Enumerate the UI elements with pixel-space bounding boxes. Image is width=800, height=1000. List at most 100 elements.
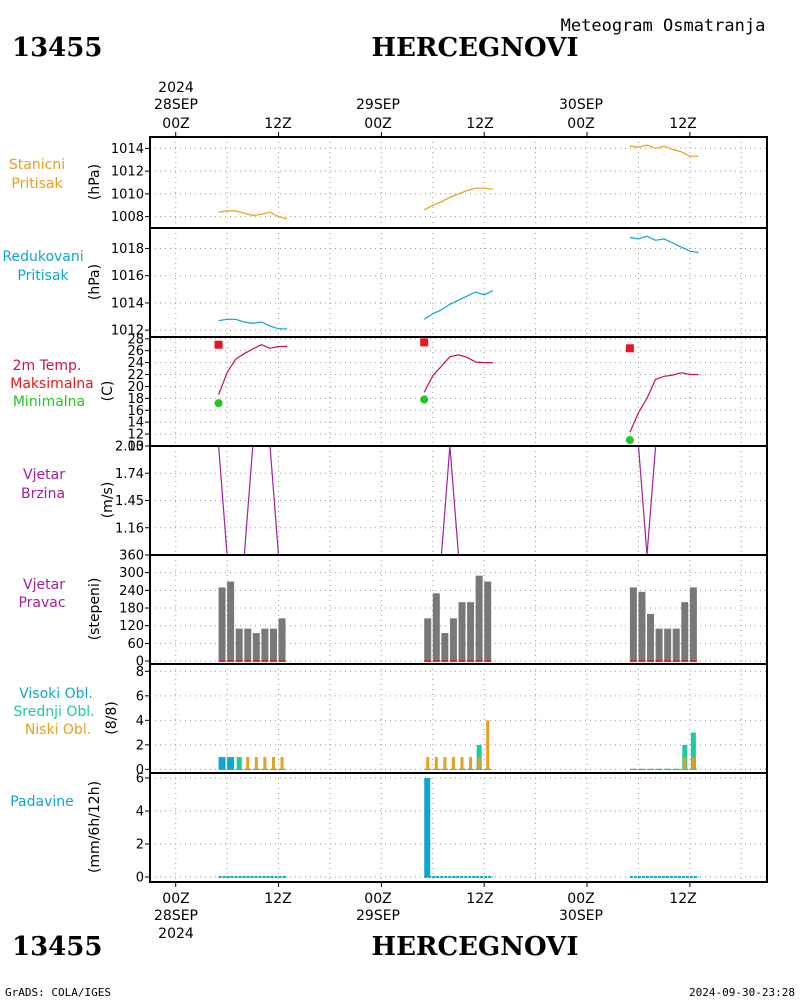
cloud-cover-frame [149,663,768,774]
cloud-low-bar [280,757,284,770]
bottom-day-label-2: 30SEP [559,908,603,924]
tmax-marker [625,344,634,353]
cloud-cover-ytick-label: 4 [136,714,144,729]
wind-dir-bar [269,628,277,662]
ylabel-temperature: (C) [100,381,116,402]
wind-direction-ytick-label: 180 [119,602,144,617]
ylabel-reduced-pressure: (hPa) [87,264,103,300]
station-id: 13455 [12,33,102,63]
wind-dir-bar [655,628,663,662]
precipitation-ytick-label: 4 [136,804,144,819]
bottom-day-label-0: 28SEP [154,908,198,924]
precipitation-frame [149,772,768,883]
top-hour-label-0: 00Z [162,116,189,132]
label-wind-dir-2: Pravac [18,595,65,611]
cloud-low-bar [486,720,490,770]
ylabel-wind-dir: (stepeni) [87,578,103,641]
label-wind-dir-1: Vjetar [23,577,65,593]
temperature-ytick-label: 28 [127,332,144,347]
reduced-pressure-series-line [218,318,288,330]
grid-layer [150,137,767,882]
cloud-high-bar [218,757,226,770]
wind-dir-bar [467,602,475,662]
reduced-pressure-ytick-label: 1012 [111,324,144,339]
cloud-low-bar [263,757,267,770]
cloud-low-bar [254,757,258,770]
cloud-cover-ytick-label: 8 [136,665,144,680]
wind-dir-bar [278,618,286,662]
cloud-low-bar [683,757,687,770]
label-cloud-high: Visoki Obl. [19,686,93,702]
tmax-marker [420,338,429,347]
wind-dir-bar [441,633,449,662]
footer-timestamp: 2024-09-30-23:28 [689,986,795,999]
frame-layer: 1008101010121014101210141016101810121416… [111,132,768,887]
wind-speed-series-line [424,445,493,556]
station-pressure-series-line [629,144,699,157]
wind-direction-ytick-label: 0 [136,655,144,670]
top-hour-label-5: 12Z [669,116,696,132]
wind-dir-bar [449,618,457,662]
temperature-series-line [218,344,288,396]
precip-bar [424,777,431,878]
wind-speed-ytick-label: 2.03 [115,440,144,455]
bottom-hour-label-3: 12Z [466,891,493,907]
wind-dir-bar [664,628,672,662]
cloud-low-bar [271,757,275,770]
bottom-year-label: 2024 [158,926,194,942]
bottom-hour-label-1: 12Z [264,891,291,907]
station-pressure-frame [149,136,768,229]
footer-station-name: HERCEGNOVI [372,932,579,962]
bottom-day-label-1: 29SEP [356,908,400,924]
label-wind-speed-1: Vjetar [23,467,65,483]
temperature-ytick-label: 26 [127,344,144,359]
label-station-pressure-2: Pritisak [11,176,63,192]
temperature-series-line [423,354,493,393]
wind-speed-frame [149,445,768,556]
cloud-cover-ytick-label: 2 [136,738,144,753]
station-pressure-ytick-label: 1012 [111,165,144,180]
ylabel-station-pressure: (hPa) [87,164,103,200]
bottom-hour-label-5: 12Z [669,891,696,907]
wind-dir-bar [235,628,243,662]
cloud-low-bar [469,757,473,770]
label-station-pressure-1: Stanicni [9,157,65,173]
wind-dir-bar [475,575,483,662]
wind-direction-ytick-label: 240 [119,584,144,599]
wind-dir-bar [432,593,440,662]
cloud-low-bar [443,757,447,770]
bottom-hour-label-2: 00Z [364,891,391,907]
wind-direction-ytick-label: 60 [127,637,144,652]
tmax-marker [214,340,223,349]
reduced-pressure-ytick-label: 1016 [111,269,144,284]
top-day-label-2: 30SEP [559,97,603,113]
temperature-series-line [629,372,699,433]
station-name: HERCEGNOVI [372,33,579,63]
product-title: Meteogram Osmatranja [561,16,766,36]
cloud-low-bar [477,757,481,770]
top-hour-label-2: 00Z [364,116,391,132]
tmin-marker [420,395,429,404]
cloud-low-bar [691,757,695,770]
wind-dir-bar [647,613,655,662]
footer-credit: GrADS: COLA/IGES [5,986,111,999]
data-layer [214,144,699,879]
reduced-pressure-series-line [629,235,699,254]
wind-dir-bar [629,587,637,662]
bottom-hour-label-4: 00Z [567,891,594,907]
wind-dir-bar [218,587,226,662]
cloud-low-bar [451,757,455,770]
reduced-pressure-ytick-label: 1014 [111,296,144,311]
label-temp-min: Minimalna [13,394,85,410]
label-temp-max: Maksimalna [10,376,94,392]
precipitation-ytick-label: 0 [136,871,144,886]
top-year-label: 2024 [158,80,194,96]
tmin-marker [625,436,634,445]
precipitation-ytick-label: 6 [136,771,144,786]
wind-dir-bar [638,591,646,662]
temperature-ytick-label: 22 [127,368,144,383]
wind-dir-bar [424,618,432,662]
wind-direction-ytick-label: 360 [119,549,144,564]
cloud-cover-ytick-label: 0 [136,763,144,778]
